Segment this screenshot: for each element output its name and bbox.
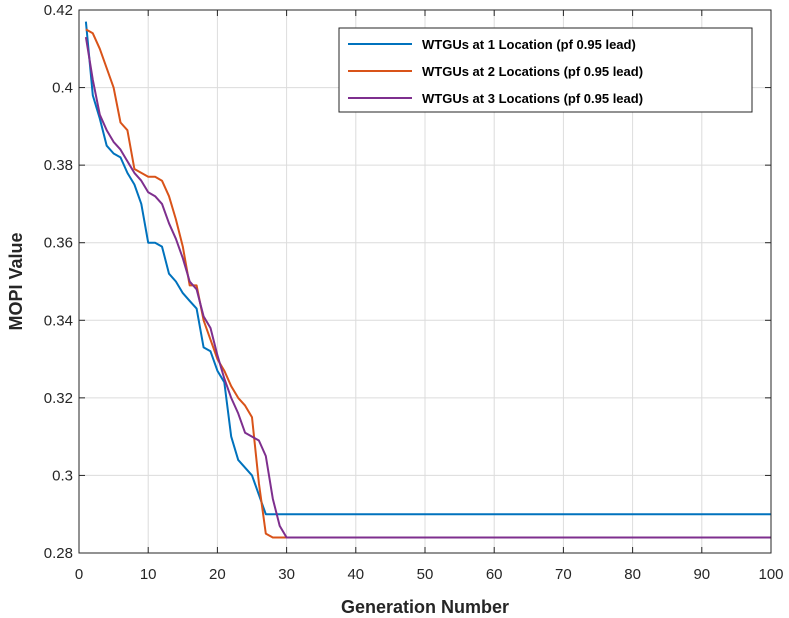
x-tick-label: 80 [624,566,641,583]
y-tick-label: 0.3 [52,467,73,484]
x-tick-label: 70 [555,566,572,583]
legend-items: WTGUs at 1 Location (pf 0.95 lead) WTGUs … [348,37,643,106]
x-tick-label: 60 [486,566,503,583]
y-tick-label: 0.28 [44,545,73,562]
y-tick-label: 0.42 [44,2,73,19]
legend-label-3: WTGUs at 3 Locations (pf 0.95 lead) [422,91,643,106]
series-line-2 [85,28,771,539]
x-tick-label: 10 [140,566,157,583]
y-tick-label: 0.32 [44,390,73,407]
y-tick-label: 0.38 [44,157,73,174]
legend: WTGUs at 1 Location (pf 0.95 lead) WTGUs … [338,27,753,113]
x-tick-label: 40 [347,566,364,583]
x-tick-label: 100 [758,566,783,583]
x-tick-label: 30 [278,566,295,583]
y-axis-title: MOPI Value [6,232,26,330]
y-tick-label: 0.34 [44,312,73,329]
series-lines [84,21,771,539]
y-tick-label: 0.36 [44,235,73,252]
x-tick-label: 50 [417,566,434,583]
x-axis-title: Generation Number [341,597,509,617]
x-tick-label: 0 [75,566,83,583]
x-tick-label: 90 [693,566,710,583]
series-line-3 [84,36,771,539]
series-line-1 [84,21,771,516]
legend-label-1: WTGUs at 1 Location (pf 0.95 lead) [422,37,636,52]
legend-label-2: WTGUs at 2 Locations (pf 0.95 lead) [422,64,643,79]
x-tick-label: 20 [209,566,226,583]
y-tick-label: 0.4 [52,80,73,97]
axis-ticks: 0 10 20 30 40 50 60 70 80 90 100 0.28 0.3 0.32 0.34 0.3… [44,2,784,583]
